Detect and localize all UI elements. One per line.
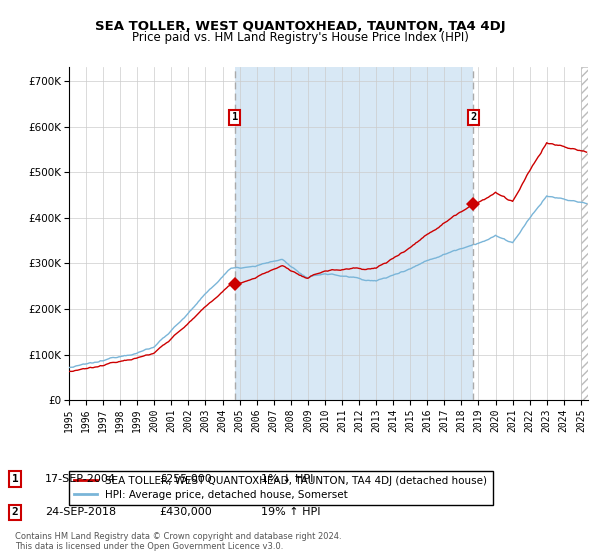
Text: 2: 2	[470, 113, 476, 123]
Text: This data is licensed under the Open Government Licence v3.0.: This data is licensed under the Open Gov…	[15, 542, 283, 551]
Bar	[581, 67, 596, 400]
Text: 24-SEP-2018: 24-SEP-2018	[45, 507, 116, 517]
Text: 1% ↓ HPI: 1% ↓ HPI	[261, 474, 313, 484]
Text: £255,000: £255,000	[159, 474, 212, 484]
Text: 2: 2	[11, 507, 19, 517]
Bar	[235, 67, 473, 400]
Text: 1: 1	[232, 113, 238, 123]
Legend: SEA TOLLER, WEST QUANTOXHEAD, TAUNTON, TA4 4DJ (detached house), HPI: Average pr: SEA TOLLER, WEST QUANTOXHEAD, TAUNTON, T…	[69, 470, 493, 505]
Text: SEA TOLLER, WEST QUANTOXHEAD, TAUNTON, TA4 4DJ: SEA TOLLER, WEST QUANTOXHEAD, TAUNTON, T…	[95, 20, 505, 32]
Text: Contains HM Land Registry data © Crown copyright and database right 2024.: Contains HM Land Registry data © Crown c…	[15, 532, 341, 541]
Text: Price paid vs. HM Land Registry's House Price Index (HPI): Price paid vs. HM Land Registry's House …	[131, 31, 469, 44]
Text: 19% ↑ HPI: 19% ↑ HPI	[261, 507, 320, 517]
Text: £430,000: £430,000	[159, 507, 212, 517]
Text: 17-SEP-2004: 17-SEP-2004	[45, 474, 116, 484]
Text: 1: 1	[11, 474, 19, 484]
